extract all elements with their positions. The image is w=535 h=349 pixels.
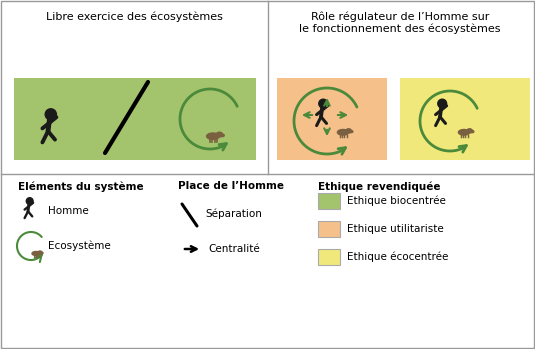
Circle shape bbox=[45, 109, 56, 120]
Text: Libre exercice des écosystèmes: Libre exercice des écosystèmes bbox=[45, 11, 223, 22]
Ellipse shape bbox=[221, 134, 224, 136]
FancyBboxPatch shape bbox=[318, 249, 340, 265]
Text: Homme: Homme bbox=[48, 206, 89, 216]
Text: Eléments du système: Eléments du système bbox=[18, 181, 143, 192]
Ellipse shape bbox=[458, 129, 470, 135]
Ellipse shape bbox=[38, 251, 42, 254]
Circle shape bbox=[26, 198, 33, 205]
Text: Ethique biocentrée: Ethique biocentrée bbox=[347, 196, 446, 206]
Text: Ethique utilitariste: Ethique utilitariste bbox=[347, 224, 444, 234]
Ellipse shape bbox=[338, 129, 349, 135]
Ellipse shape bbox=[207, 133, 219, 139]
Ellipse shape bbox=[346, 129, 351, 133]
FancyBboxPatch shape bbox=[318, 221, 340, 237]
Ellipse shape bbox=[41, 252, 43, 254]
Circle shape bbox=[438, 99, 447, 108]
FancyBboxPatch shape bbox=[277, 78, 387, 160]
Text: Ethique écocentrée: Ethique écocentrée bbox=[347, 252, 448, 262]
Ellipse shape bbox=[467, 129, 472, 133]
Circle shape bbox=[319, 99, 327, 108]
FancyBboxPatch shape bbox=[318, 193, 340, 209]
Text: Ethique revendiquée: Ethique revendiquée bbox=[318, 181, 440, 192]
Ellipse shape bbox=[32, 252, 40, 255]
FancyBboxPatch shape bbox=[14, 78, 256, 160]
Ellipse shape bbox=[471, 131, 474, 133]
Ellipse shape bbox=[216, 132, 223, 137]
Text: Place de l’Homme: Place de l’Homme bbox=[178, 181, 284, 191]
FancyBboxPatch shape bbox=[400, 78, 530, 160]
Text: Séparation: Séparation bbox=[205, 209, 262, 219]
Ellipse shape bbox=[350, 131, 353, 133]
Text: Ecosystème: Ecosystème bbox=[48, 241, 111, 251]
Text: Rôle régulateur de l’Homme sur
le fonctionnement des écosystèmes: Rôle régulateur de l’Homme sur le foncti… bbox=[299, 11, 501, 34]
Text: Centralité: Centralité bbox=[208, 244, 260, 254]
